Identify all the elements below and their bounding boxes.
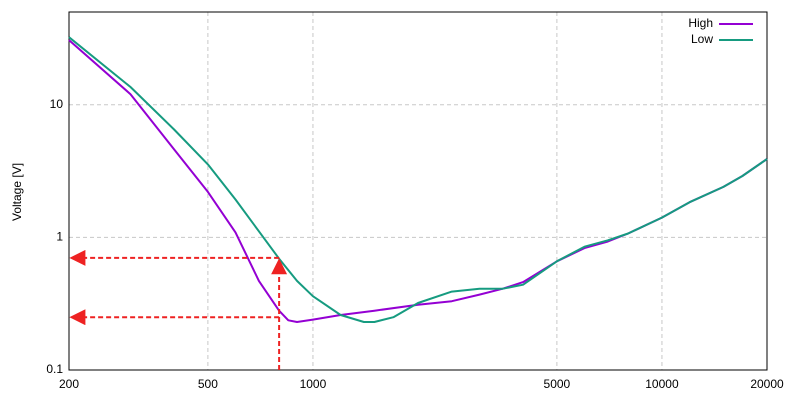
- series-line: [68, 36, 768, 323]
- x-tick-label: 20000: [750, 377, 784, 391]
- x-tick-label: 200: [59, 377, 79, 391]
- y-tick-label: 10: [50, 97, 64, 111]
- x-tick-label: 10000: [645, 377, 679, 391]
- x-tick-label: 500: [198, 377, 218, 391]
- legend-label: High: [688, 16, 713, 30]
- legend-label: Low: [691, 32, 713, 46]
- x-tick-label: 1000: [300, 377, 327, 391]
- plot-frame: [68, 11, 768, 371]
- y-axis-label: Voltage [V]: [10, 163, 24, 221]
- y-tick-label: 0.1: [46, 362, 63, 376]
- x-tick-label: 5000: [544, 377, 571, 391]
- y-tick-label: 1: [56, 230, 63, 244]
